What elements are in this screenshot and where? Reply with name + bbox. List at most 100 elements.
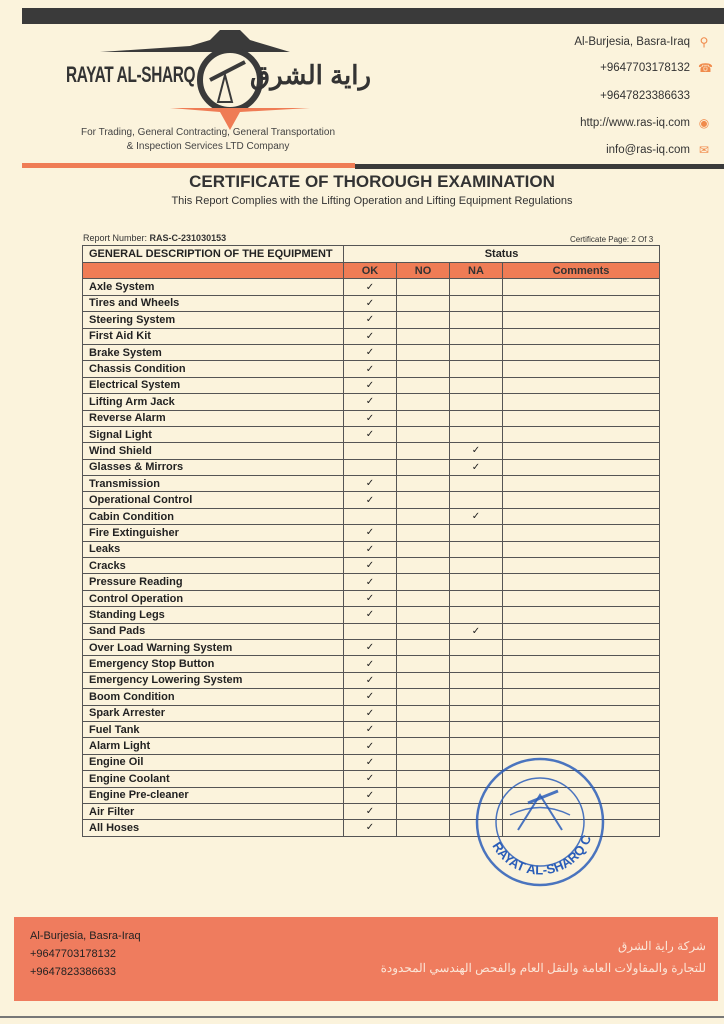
globe-icon: ◉ — [698, 116, 710, 130]
footer-phone-2: +9647823386633 — [30, 966, 116, 978]
status-ok-cell: ✓ — [343, 638, 397, 657]
status-na-cell — [449, 294, 503, 313]
envelope-icon: ✉ — [698, 143, 710, 157]
equipment-item: Sand Pads — [82, 622, 344, 640]
status-no-cell — [396, 589, 450, 608]
status-no-cell — [396, 294, 450, 313]
equipment-item: Engine Oil — [82, 753, 344, 772]
status-no-cell — [396, 475, 450, 493]
tagline-line-1: For Trading, General Contracting, Genera… — [80, 127, 336, 138]
table-row: Axle System ✓ — [82, 278, 660, 296]
comments-cell — [502, 311, 660, 329]
comments-cell — [502, 704, 660, 722]
footer-contacts: Al-Burjesia, Basra-Iraq +9647703178132 +… — [30, 927, 141, 981]
table-row: Spark Arrester ✓ — [82, 704, 660, 722]
status-ok-cell: ✓ — [343, 573, 397, 591]
equipment-item: Emergency Lowering System — [82, 671, 344, 690]
status-ok-cell: ✓ — [343, 376, 397, 395]
comments-cell — [502, 671, 660, 690]
status-no-cell — [396, 655, 450, 673]
status-na-cell — [449, 475, 503, 493]
status-ok-cell: ✓ — [343, 409, 397, 427]
table-row: Fuel Tank ✓ — [82, 720, 660, 739]
document-subtitle: This Report Complies with the Lifting Op… — [171, 195, 573, 207]
equipment-item: Transmission — [82, 475, 344, 493]
status-header: Status — [343, 245, 660, 263]
status-na-cell — [449, 606, 503, 624]
table-row: All Hoses ✓ — [82, 819, 660, 837]
column-na: NA — [449, 261, 503, 280]
comments-cell — [502, 393, 660, 411]
table-row: Lifting Arm Jack ✓ — [82, 393, 660, 411]
status-na-cell — [449, 409, 503, 427]
status-no-cell — [396, 360, 450, 378]
footer-description-arabic: للتجارة والمقاولات العامة والنقل العام و… — [380, 961, 706, 975]
equipment-item: Cracks — [82, 557, 344, 575]
contact-text[interactable]: http://www.ras-iq.com — [580, 117, 690, 129]
table-row: Operational Control ✓ — [82, 491, 660, 509]
status-ok-cell: ✓ — [343, 589, 397, 608]
status-no-cell — [396, 491, 450, 509]
comments-cell — [502, 557, 660, 575]
status-ok-cell: ✓ — [343, 425, 397, 444]
comments-cell — [502, 524, 660, 542]
separator-orange — [22, 163, 355, 168]
comments-cell — [502, 737, 660, 755]
table-row: Air Filter ✓ — [82, 802, 660, 821]
status-no-cell — [396, 606, 450, 624]
equipment-item: Pressure Reading — [82, 573, 344, 591]
status-no-cell — [396, 802, 450, 821]
blank-header — [82, 261, 344, 280]
status-na-cell: ✓ — [449, 622, 503, 640]
status-no-cell — [396, 753, 450, 772]
equipment-item: Air Filter — [82, 802, 344, 821]
comments-cell — [502, 819, 660, 837]
equipment-item: Leaks — [82, 540, 344, 559]
equipment-item: Electrical System — [82, 376, 344, 395]
table-row: Leaks ✓ — [82, 540, 660, 559]
table-row: Over Load Warning System ✓ — [82, 638, 660, 657]
comments-cell — [502, 638, 660, 657]
header-top-bar — [22, 8, 724, 24]
equipment-item: Control Operation — [82, 589, 344, 608]
status-na-cell — [449, 688, 503, 706]
comments-cell — [502, 540, 660, 559]
status-ok-cell: ✓ — [343, 737, 397, 755]
status-na-cell — [449, 278, 503, 296]
equipment-item: Boom Condition — [82, 688, 344, 706]
status-na-cell — [449, 327, 503, 345]
description-header: GENERAL DESCRIPTION OF THE EQUIPMENT — [82, 245, 344, 263]
status-na-cell — [449, 376, 503, 395]
status-no-cell — [396, 442, 450, 460]
column-comments: Comments — [502, 261, 660, 280]
table-row: Alarm Light ✓ — [82, 737, 660, 755]
contact-phone-2: +9647823386633 — [600, 90, 710, 102]
comments-cell — [502, 475, 660, 493]
status-na-cell — [449, 704, 503, 722]
table-row: Emergency Stop Button ✓ — [82, 655, 660, 673]
brand-name-arabic: راية الشرق — [250, 60, 372, 90]
brand-name-english: RAYAT AL-SHARQ — [66, 62, 196, 87]
status-ok-cell: ✓ — [343, 294, 397, 313]
footer-company-arabic: شركة راية الشرق — [617, 939, 706, 953]
equipment-item: Operational Control — [82, 491, 344, 509]
status-ok-cell: ✓ — [343, 802, 397, 821]
table-row: Reverse Alarm ✓ — [82, 409, 660, 427]
comments-cell — [502, 655, 660, 673]
status-na-cell — [449, 671, 503, 690]
status-ok-cell: ✓ — [343, 540, 397, 559]
status-no-cell — [396, 688, 450, 706]
equipment-item: Chassis Condition — [82, 360, 344, 378]
table-row: Engine Oil ✓ — [82, 753, 660, 772]
contact-text[interactable]: info@ras-iq.com — [606, 144, 690, 156]
table-row: Steering System ✓ — [82, 311, 660, 329]
blank-icon-spacer — [698, 90, 710, 102]
status-na-cell — [449, 573, 503, 591]
column-ok: OK — [343, 261, 397, 280]
document-title: CERTIFICATE OF THOROUGH EXAMINATION — [189, 172, 555, 191]
status-ok-cell: ✓ — [343, 655, 397, 673]
equipment-item: All Hoses — [82, 819, 344, 837]
phone-icon: ☎ — [698, 61, 713, 75]
table-row: Pressure Reading ✓ — [82, 573, 660, 591]
equipment-item: Signal Light — [82, 425, 344, 444]
